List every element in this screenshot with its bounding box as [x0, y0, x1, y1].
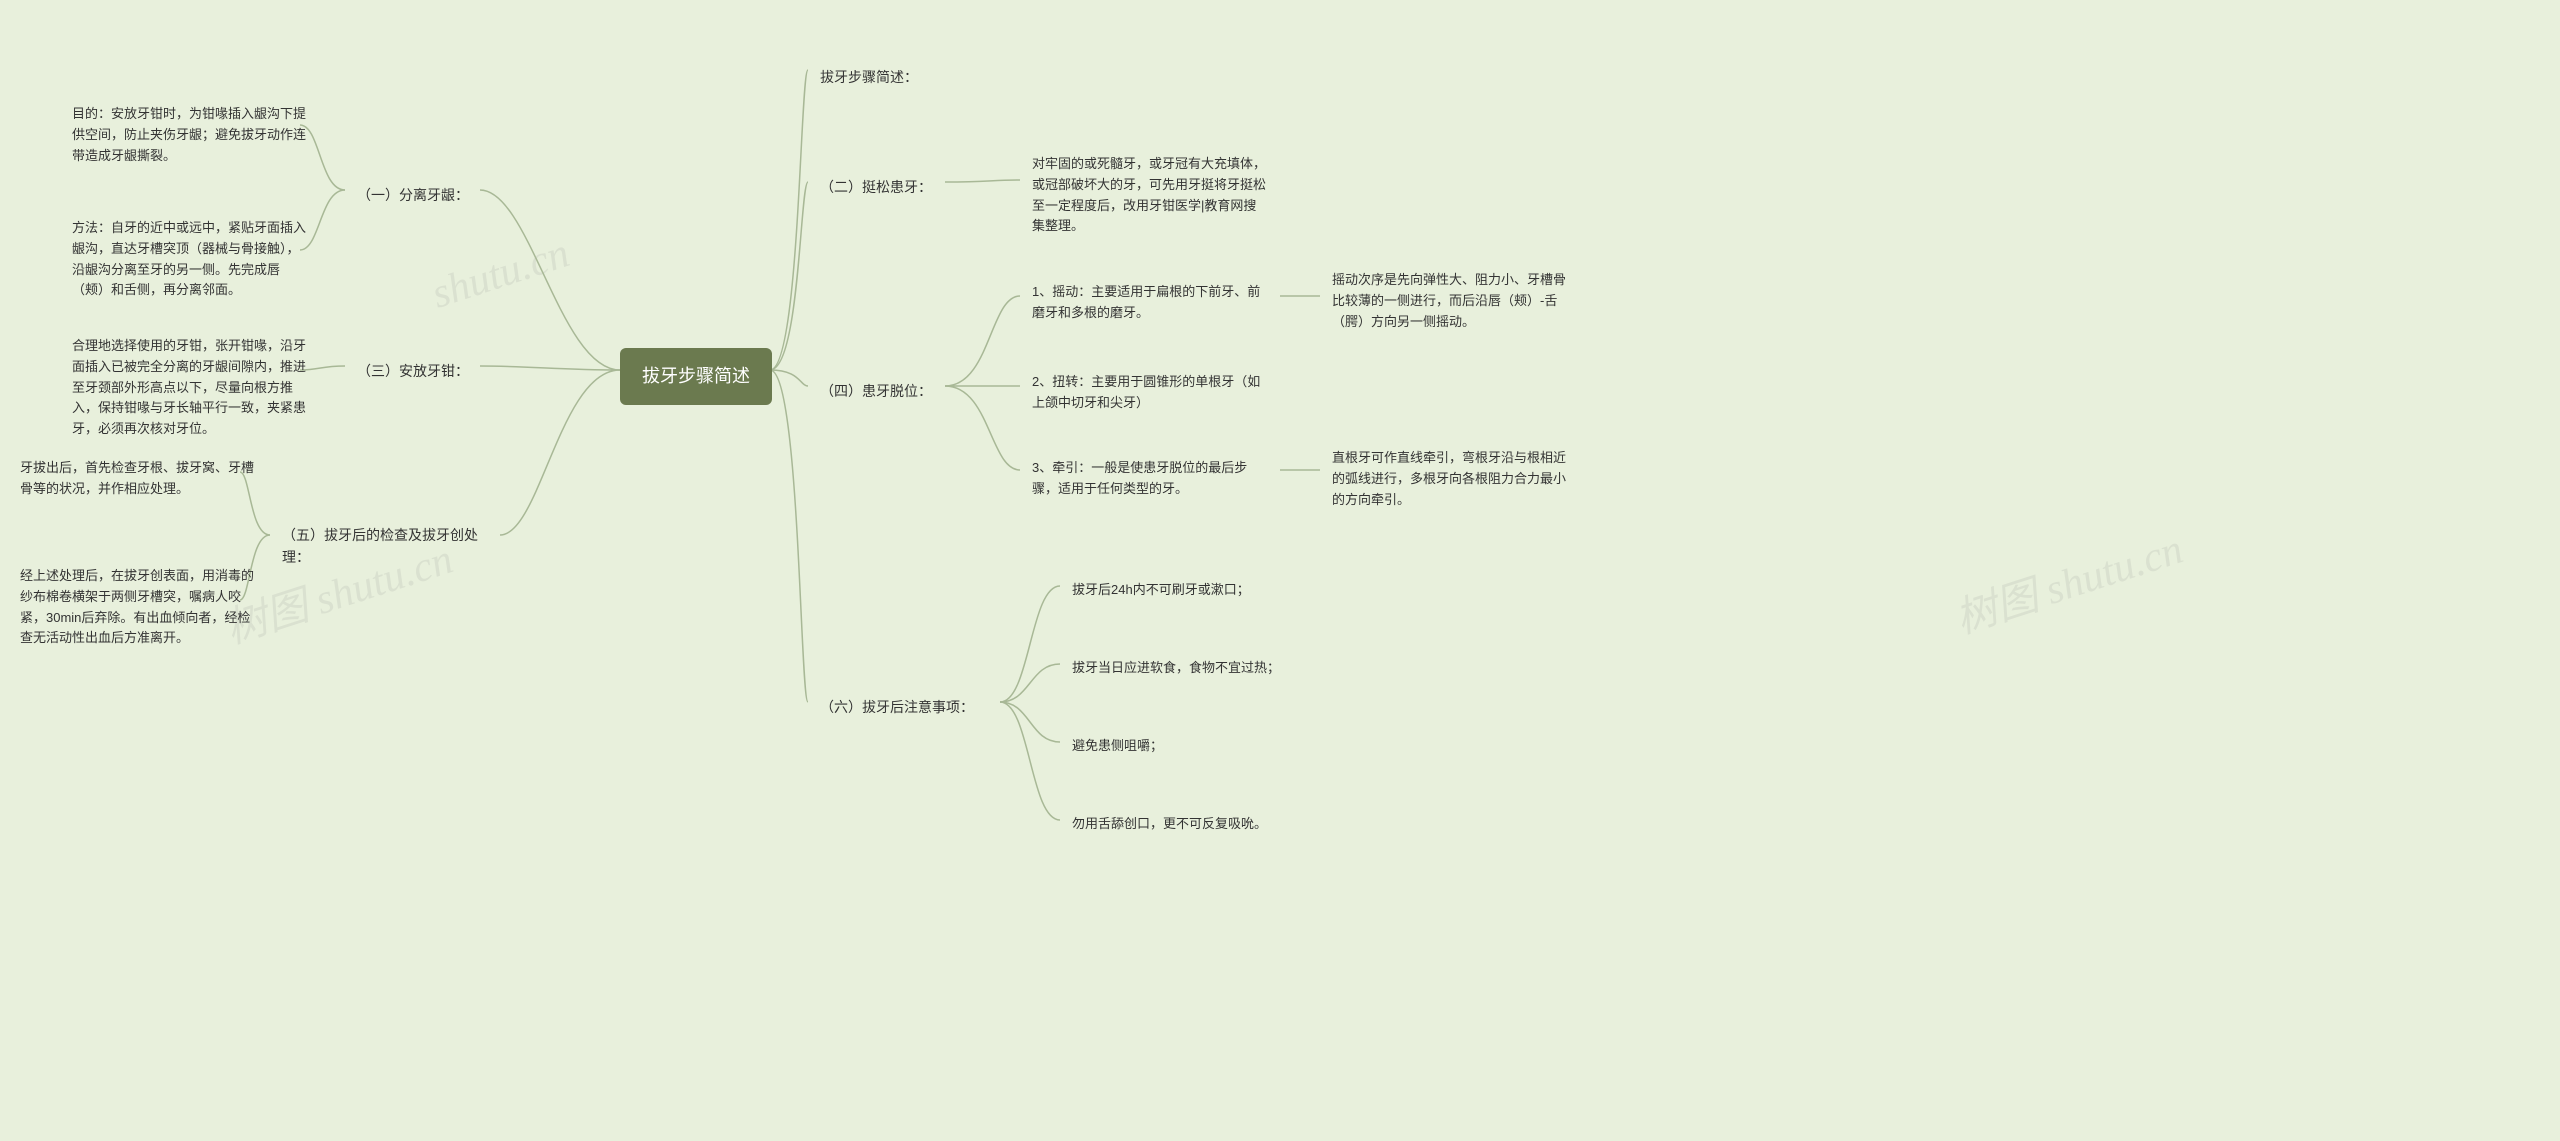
- leaf-1-1: 方法：自牙的近中或远中，紧贴牙面插入龈沟，直达牙槽突顶（器械与骨接触），沿龈沟分…: [60, 210, 320, 309]
- leaf-4-2-sub: 直根牙可作直线牵引，弯根牙沿与根相近的弧线进行，多根牙向各根阻力合力最小的方向牵…: [1320, 440, 1580, 518]
- leaf-1-0: 目的：安放牙钳时，为钳喙插入龈沟下提供空间，防止夹伤牙龈；避免拔牙动作连带造成牙…: [60, 96, 320, 174]
- leaf-3-0: 合理地选择使用的牙钳，张开钳喙，沿牙面插入已被完全分离的牙龈间隙内，推进至牙颈部…: [60, 328, 320, 448]
- branch-4: （四）患牙脱位：: [808, 372, 944, 410]
- branch-3: （三）安放牙钳：: [345, 352, 481, 390]
- branch-5: （五）拔牙后的检查及拔牙创处理：: [270, 516, 500, 577]
- leaf-5-0: 牙拔出后，首先检查牙根、拔牙窝、牙槽骨等的状况，并作相应处理。: [8, 450, 268, 508]
- branch-6: （六）拔牙后注意事项：: [808, 688, 986, 726]
- leaf-5-1: 经上述处理后，在拔牙创表面，用消毒的纱布棉卷横架于两侧牙槽突，嘱病人咬紧，30m…: [8, 558, 268, 657]
- leaf-6-1: 拔牙当日应进软食，食物不宜过热；: [1060, 650, 1292, 687]
- branch-2: （二）挺松患牙：: [808, 168, 944, 206]
- root-node: 拔牙步骤简述: [620, 348, 772, 405]
- watermark: shutu.cn: [426, 229, 575, 318]
- leaf-4-2: 3、牵引：一般是使患牙脱位的最后步骤，适用于任何类型的牙。: [1020, 450, 1280, 508]
- watermark: 树图 shutu.cn: [1946, 515, 2189, 646]
- leaf-4-1: 2、扭转：主要用于圆锥形的单根牙（如上颌中切牙和尖牙）: [1020, 364, 1280, 422]
- branch-1: （一）分离牙龈：: [345, 176, 481, 214]
- leaf-4-0: 1、摇动：主要适用于扁根的下前牙、前磨牙和多根的磨牙。: [1020, 274, 1280, 332]
- leaf-4-0-sub: 摇动次序是先向弹性大、阻力小、牙槽骨比较薄的一侧进行，而后沿唇（颊）-舌（腭）方…: [1320, 262, 1580, 340]
- branch-0: 拔牙步骤简述：: [808, 58, 930, 96]
- leaf-6-0: 拔牙后24h内不可刷牙或漱口；: [1060, 572, 1262, 609]
- leaf-6-3: 勿用舌舔创口，更不可反复吸吮。: [1060, 806, 1279, 843]
- leaf-2-0: 对牢固的或死髓牙，或牙冠有大充填体，或冠部破坏大的牙，可先用牙挺将牙挺松至一定程…: [1020, 146, 1280, 245]
- leaf-6-2: 避免患侧咀嚼；: [1060, 728, 1175, 765]
